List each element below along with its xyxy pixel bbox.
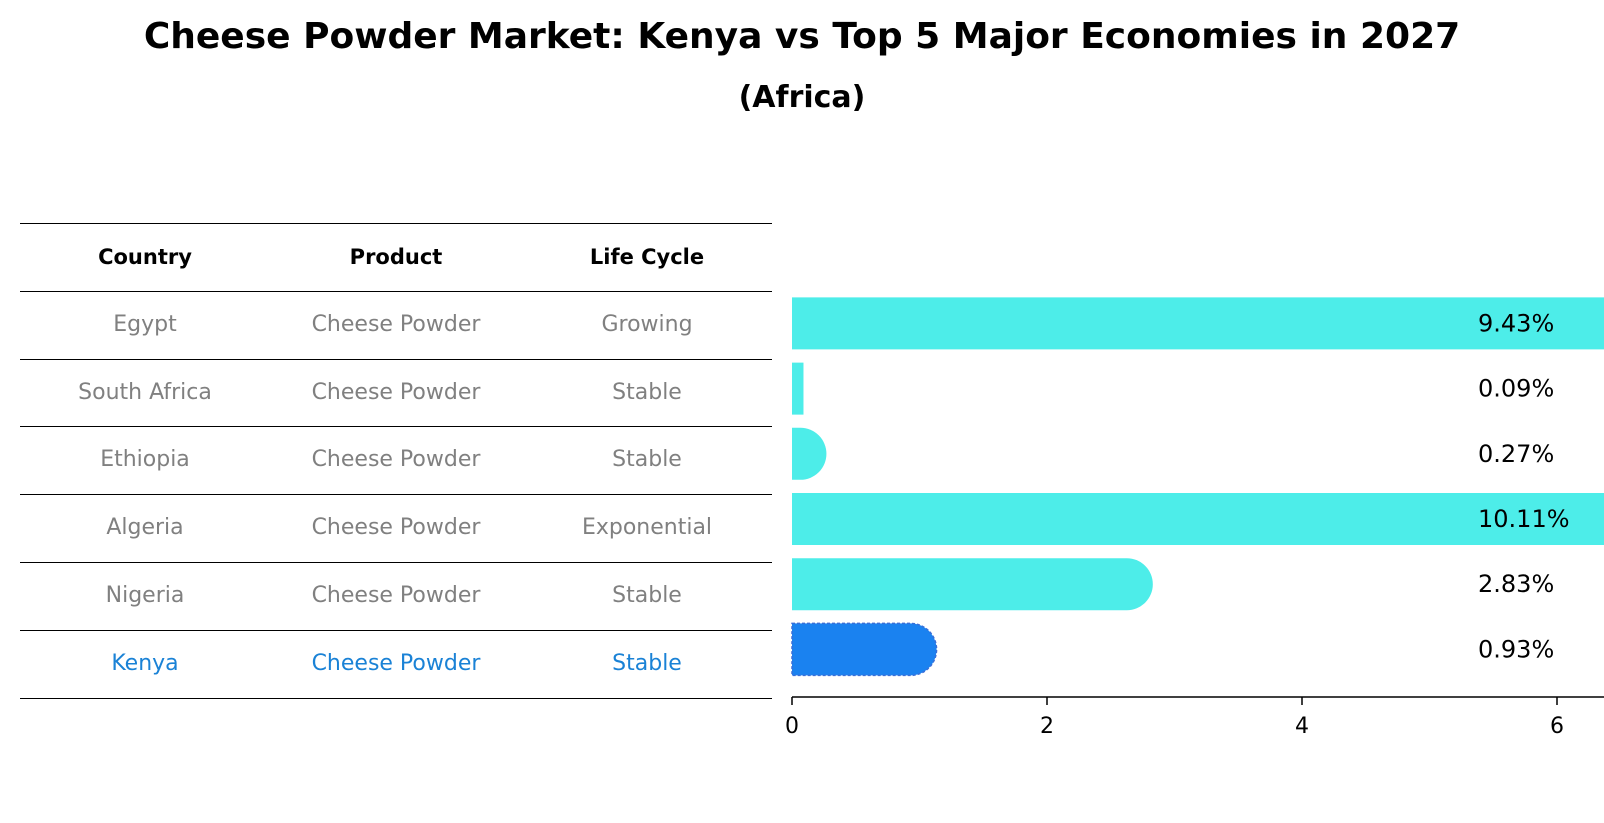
cell-product: Cheese Powder: [311, 582, 481, 608]
value-label: 0.09%: [1478, 375, 1554, 403]
cell-country: Kenya: [111, 650, 179, 676]
table-row: Egypt Cheese Powder Growing: [20, 290, 772, 359]
x-tick-label: 4: [1295, 714, 1309, 739]
bar-nigeria: [792, 558, 1153, 611]
value-label: 0.93%: [1478, 635, 1554, 663]
bar-egypt: [792, 297, 1604, 350]
cell-life-cycle: Stable: [612, 582, 682, 608]
table-row: Ethiopia Cheese Powder Stable: [20, 426, 772, 494]
chart-subtitle: (Africa): [738, 80, 866, 115]
cell-product: Cheese Powder: [311, 650, 481, 676]
bar-south-africa: [792, 362, 804, 415]
value-label: 9.43%: [1478, 309, 1554, 337]
table-row: Nigeria Cheese Powder Stable: [20, 561, 772, 630]
value-label: 10.11%: [1478, 505, 1570, 533]
cell-country: Egypt: [113, 311, 177, 337]
cell-life-cycle: Stable: [612, 650, 682, 676]
x-tick-label: 2: [1040, 714, 1054, 739]
cell-country: South Africa: [78, 379, 212, 405]
bar-ethiopia: [792, 427, 827, 480]
cell-life-cycle: Growing: [601, 311, 693, 337]
value-label: 2.83%: [1478, 570, 1554, 598]
table-header-row: Country Product Life Cycle: [20, 223, 772, 291]
bar-algeria: [792, 493, 1604, 545]
cell-life-cycle: Stable: [612, 447, 682, 473]
x-tick-label: 6: [1550, 714, 1564, 739]
cell-product: Cheese Powder: [311, 515, 481, 541]
value-label: 0.27%: [1478, 440, 1554, 468]
x-tick-label: 0: [785, 714, 799, 739]
data-table: Country Product Life Cycle Egypt Cheese …: [20, 223, 772, 699]
bar-kenya: [791, 622, 938, 677]
table-row: South Africa Cheese Powder Stable: [20, 358, 772, 427]
table-row: Algeria Cheese Powder Exponential: [20, 494, 772, 562]
cell-country: Nigeria: [105, 582, 185, 608]
table-row-highlighted: Kenya Cheese Powder Stable: [20, 629, 772, 699]
cell-product: Cheese Powder: [311, 311, 481, 337]
cell-country: Algeria: [106, 515, 184, 541]
header-product: Product: [349, 245, 443, 269]
header-life-cycle: Life Cycle: [589, 245, 705, 269]
chart-title: Cheese Powder Market: Kenya vs Top 5 Maj…: [143, 16, 1461, 57]
cell-product: Cheese Powder: [311, 379, 481, 405]
cell-life-cycle: Exponential: [581, 515, 713, 541]
header-country: Country: [98, 245, 192, 269]
cell-country: Ethiopia: [100, 447, 190, 473]
cell-product: Cheese Powder: [311, 447, 481, 473]
cell-life-cycle: Stable: [612, 379, 682, 405]
